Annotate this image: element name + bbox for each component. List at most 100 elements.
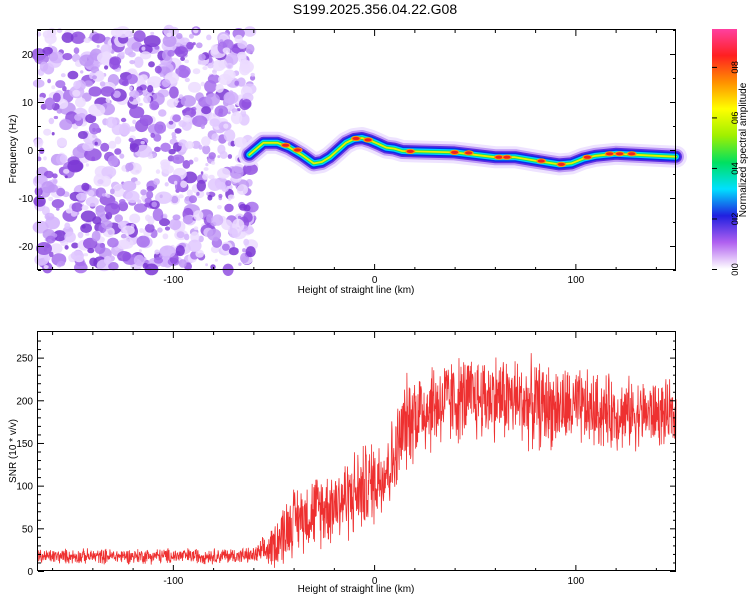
- noise-blob: [214, 105, 229, 117]
- noise-blob: [222, 243, 230, 251]
- noise-blob: [193, 27, 199, 34]
- noise-blob: [138, 249, 142, 253]
- snr-panel: -100 0 100 0 50 100 150 200 250 Height of straig…: [8, 331, 677, 595]
- noise-blob: [57, 98, 69, 109]
- noise-blob: [140, 51, 152, 60]
- colorbar-tick-label: 0.6: [730, 112, 740, 125]
- noise-blob: [81, 182, 90, 191]
- noise-blob: [73, 80, 81, 90]
- noise-blob: [237, 51, 247, 60]
- noise-blob: [192, 68, 201, 75]
- noise-blob: [133, 253, 136, 257]
- noise-blob: [56, 187, 66, 197]
- noise-blob: [95, 205, 106, 218]
- noise-blob: [236, 184, 248, 196]
- noise-blob: [43, 170, 54, 179]
- noise-blob: [184, 77, 190, 83]
- noise-blob: [48, 117, 55, 125]
- noise-blob: [117, 251, 131, 262]
- noise-blob: [133, 56, 144, 68]
- noise-blob: [168, 174, 182, 185]
- noise-blob: [112, 184, 125, 198]
- noise-blob: [153, 257, 164, 264]
- x-tick-label: 0: [372, 576, 378, 587]
- noise-blob: [132, 119, 137, 125]
- noise-blob: [205, 163, 209, 167]
- noise-blob: [158, 109, 167, 117]
- noise-blob: [77, 131, 88, 139]
- noise-blob: [202, 145, 211, 155]
- noise-blob: [162, 213, 168, 220]
- noise-blob: [64, 231, 76, 243]
- noise-blob: [186, 41, 194, 50]
- noise-blob: [129, 86, 133, 91]
- noise-blob: [149, 100, 159, 111]
- noise-blob: [47, 78, 51, 84]
- figure-title: S199.2025.356.04.22.G08: [293, 1, 457, 17]
- noise-blob: [174, 128, 182, 134]
- noise-blob: [42, 30, 52, 39]
- noise-blob: [161, 79, 171, 88]
- noise-blob: [197, 60, 202, 65]
- noise-blob: [101, 220, 113, 229]
- noise-blob: [230, 111, 243, 125]
- noise-blob: [152, 153, 157, 158]
- noise-blob: [176, 33, 183, 40]
- noise-blob: [217, 167, 231, 179]
- noise-blob: [106, 194, 111, 198]
- noise-blob: [202, 173, 209, 180]
- noise-blob: [154, 146, 161, 152]
- noise-blob: [167, 49, 175, 57]
- noise-blob: [64, 175, 68, 179]
- noise-blob: [182, 160, 191, 169]
- noise-blob: [176, 231, 185, 239]
- noise-blob: [150, 31, 155, 36]
- noise-blob: [136, 235, 150, 248]
- noise-blob: [83, 253, 89, 257]
- noise-blob: [154, 121, 167, 134]
- noise-blob: [92, 216, 102, 225]
- noise-blob: [44, 50, 50, 57]
- noise-blob: [110, 188, 115, 195]
- noise-blob: [203, 167, 209, 171]
- noise-blob: [61, 32, 74, 43]
- noise-blob: [116, 239, 130, 250]
- noise-blob: [239, 63, 251, 76]
- ridge-peak: [495, 155, 503, 159]
- noise-blob: [134, 180, 141, 186]
- noise-blob: [218, 59, 228, 69]
- noise-blob: [159, 73, 164, 77]
- noise-blob: [101, 166, 117, 179]
- x-tick-label: 100: [568, 576, 585, 587]
- noise-blob: [208, 152, 216, 160]
- noise-blob: [105, 116, 118, 129]
- noise-blob: [215, 83, 224, 93]
- noise-blob: [152, 208, 164, 222]
- noise-blob: [64, 222, 71, 230]
- noise-blob: [33, 138, 44, 146]
- noise-blob: [109, 56, 122, 66]
- noise-blob: [182, 215, 194, 225]
- x-tick-label: 0: [372, 275, 378, 286]
- noise-blob: [214, 258, 218, 262]
- noise-blob: [120, 117, 127, 123]
- noise-blob: [246, 48, 252, 53]
- noise-blob: [223, 91, 239, 105]
- noise-blob: [227, 111, 231, 115]
- noise-blob: [129, 60, 136, 65]
- noise-blob: [83, 37, 91, 43]
- colorbar: 0.0 0.2 0.4 0.6 0.8 Normalized spectral ampl…: [712, 29, 749, 276]
- noise-blob: [119, 199, 126, 204]
- snr-x-label: Height of straight line (km): [298, 584, 415, 595]
- noise-blob: [33, 195, 46, 207]
- noise-blob: [159, 218, 170, 227]
- y-tick-label: 200: [16, 396, 33, 407]
- noise-blob: [143, 95, 152, 104]
- noise-blob: [146, 185, 155, 192]
- noise-blob: [74, 113, 82, 121]
- noise-blob: [223, 123, 229, 129]
- noise-blob: [67, 159, 83, 173]
- noise-blob: [208, 174, 215, 180]
- noise-blob: [129, 106, 145, 119]
- noise-blob: [164, 182, 169, 187]
